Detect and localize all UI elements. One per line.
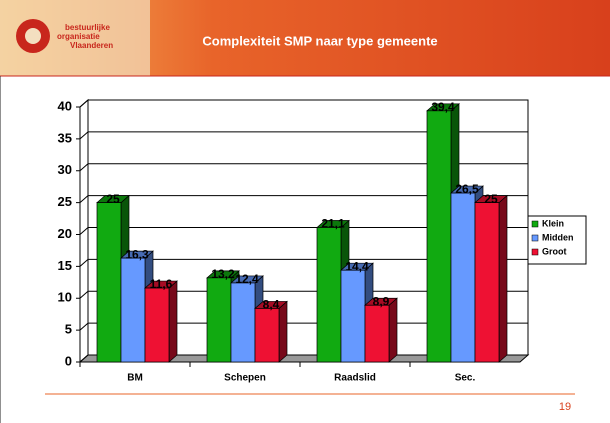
data-label: 8,9	[373, 294, 390, 308]
grid-line	[79, 322, 89, 331]
y-tick-label: 20	[58, 226, 72, 241]
data-label: 21,1	[321, 217, 345, 231]
grid-line	[79, 354, 89, 363]
data-label: 25	[106, 192, 120, 206]
y-tick-label: 35	[58, 130, 72, 145]
data-label: 25	[484, 192, 498, 206]
legend-label: Groot	[542, 246, 567, 256]
data-label: 8,4	[263, 298, 280, 312]
bar	[120, 257, 146, 363]
grid-line	[79, 227, 89, 235]
data-label: 12,4	[235, 272, 259, 286]
grid-line	[79, 131, 89, 140]
bar	[206, 277, 232, 363]
logo-text: organisatie	[57, 32, 100, 41]
logo-text: bestuurlijke	[65, 23, 110, 32]
legend-label: Klein	[542, 218, 564, 228]
grid-line	[79, 290, 89, 299]
data-label: 14,4	[345, 259, 369, 273]
y-tick-label: 10	[58, 290, 72, 305]
bar	[340, 269, 366, 363]
legend-label: Midden	[542, 232, 574, 242]
bar	[450, 192, 476, 363]
bar	[254, 308, 280, 363]
logo-icon-inner	[25, 28, 41, 44]
x-tick-label: BM	[127, 373, 143, 384]
y-tick-label: 15	[58, 258, 72, 273]
bar	[426, 110, 452, 363]
data-label: 11,6	[150, 277, 173, 291]
y-tick-label: 25	[58, 194, 72, 209]
x-tick-label: Raadslid	[334, 373, 376, 384]
grid-line	[79, 163, 89, 172]
y-tick-label: 0	[65, 353, 72, 368]
bar	[316, 227, 342, 363]
page-number: 19	[559, 401, 571, 413]
grid-line	[79, 258, 89, 267]
bar	[96, 202, 122, 363]
y-tick-label: 30	[58, 162, 72, 177]
data-label: 13,2	[211, 267, 235, 281]
y-tick-label: 40	[58, 98, 72, 113]
bar	[474, 202, 500, 363]
logo-text: Vlaanderen	[70, 41, 113, 50]
data-label: 16,3	[125, 247, 149, 261]
bar-side	[278, 300, 288, 363]
bar-side	[498, 194, 508, 363]
x-tick-label: Schepen	[224, 373, 266, 384]
legend-swatch	[531, 220, 539, 228]
chart-title: Complexiteit SMP naar type gemeente	[202, 33, 437, 48]
x-tick-label: Sec.	[455, 373, 476, 384]
y-tick-label: 5	[65, 322, 72, 337]
grid-line	[79, 99, 89, 108]
bar-side	[388, 297, 398, 363]
bar-side	[168, 280, 178, 363]
legend-swatch	[531, 248, 539, 256]
data-label: 26,5	[455, 182, 479, 196]
bar	[230, 282, 256, 363]
legend-swatch	[531, 234, 539, 242]
bar	[144, 287, 170, 363]
grid-line	[79, 195, 89, 204]
data-label: 39,4	[431, 100, 455, 114]
bar	[364, 304, 390, 363]
